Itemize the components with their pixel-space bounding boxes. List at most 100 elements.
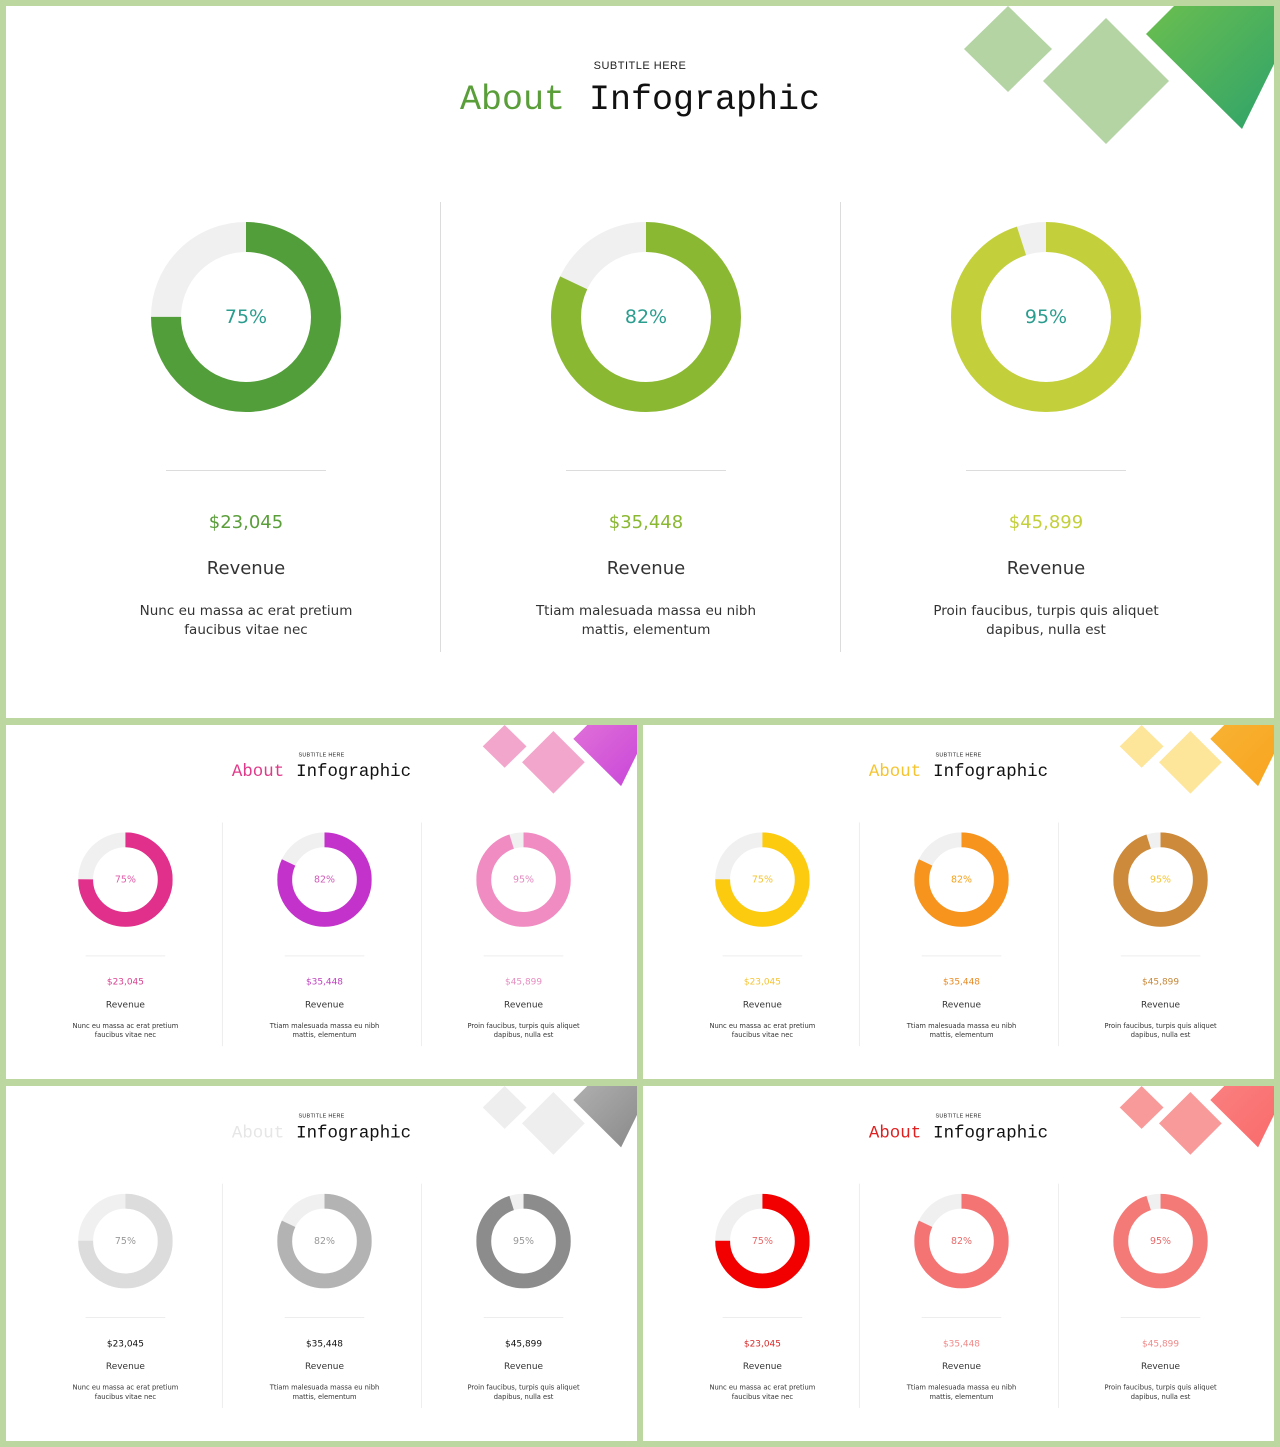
stat-description: Ttiam malesuada massa eu nibh mattis, el… [269,1021,380,1040]
stat-description: Ttiam malesuada massa eu nibh mattis, el… [269,1383,380,1402]
stat-column: 82% $35,448 Revenue Ttiam malesuada massa e… [225,1184,424,1413]
title-accent-word: About [868,761,922,782]
donut-percent-label: 75% [751,874,773,886]
title-word: Infographic [296,761,412,782]
title-accent-word: About [459,80,565,120]
stat-amount: $45,899 [505,1338,543,1349]
stat-column: 82% $35,448 Revenue Ttiam malesuada massa e… [446,202,846,662]
stat-description: Proin faucibus, turpis quis aliquet dapi… [467,1383,580,1402]
stat-column: 75% $23,045 Revenue Nunc eu massa ac erat p… [26,822,225,1051]
stat-label: Revenue [304,1361,344,1372]
slide-pink: SUBTITLE HERE About Infographic 75% $23,045 R… [6,725,637,1079]
stat-label: Revenue [1006,558,1086,579]
donut-chart [715,832,810,927]
slide-red: SUBTITLE HERE About Infographic 75% $23,045 R… [643,1086,1274,1441]
donut-chart [277,832,372,927]
stat-label: Revenue [606,558,686,579]
slide-title: About Infographic [6,762,637,782]
stat-description: Nunc eu massa ac erat pretium faucibus v… [709,1021,816,1040]
donut-arc [78,1193,173,1289]
stat-label: Revenue [1141,1361,1181,1372]
stat-column: 75% $23,045 Revenue Nunc eu massa ac erat p… [26,1184,225,1413]
donut-arc [951,222,1141,412]
slide-subtitle: SUBTITLE HERE [935,1112,982,1119]
slide-subtitle: SUBTITLE HERE [593,60,687,72]
stat-column: 95% $45,899 Revenue Proin faucibus, turpis … [424,1184,623,1413]
column-divider [440,202,441,652]
separator [166,470,326,471]
donut-chart [1113,1193,1208,1289]
stat-label: Revenue [941,1361,981,1372]
slide-subtitle: SUBTITLE HERE [298,751,345,758]
donut-chart [476,1193,571,1289]
stat-label: Revenue [206,558,286,579]
stat-amount: $23,045 [743,976,781,988]
diamond-medium [1043,18,1169,144]
stat-label: Revenue [941,999,981,1010]
stat-amount: $45,899 [1142,976,1180,988]
donut-arc [551,222,741,412]
donut-chart [1113,832,1208,927]
diamond-large [1146,6,1274,129]
donut-arc [151,222,341,412]
decorative-diamonds [1119,725,1274,794]
donut-chart [277,1193,372,1289]
slide-green: SUBTITLE HERE About Infographic 75% $23,045 R… [6,6,1274,718]
donut-chart [951,222,1141,412]
diamond-medium [522,730,585,794]
stat-description: Proin faucibus, turpis quis aliquet dapi… [467,1021,580,1040]
stat-description: Proin faucibus, turpis quis aliquet dapi… [1104,1383,1217,1402]
separator [566,470,726,471]
diamond-large [573,725,637,787]
stat-amount: $45,899 [505,976,543,988]
stat-column: 82% $35,448 Revenue Ttiam malesuada massa e… [862,1184,1061,1413]
stat-column: 82% $35,448 Revenue Ttiam malesuada massa e… [862,822,1061,1051]
stat-amount: $35,448 [942,976,981,988]
stat-description: Nunc eu massa ac erat pretium faucibus v… [72,1383,179,1402]
diamond-medium [1159,1091,1222,1155]
stat-column: 75% $23,045 Revenue Nunc eu massa ac erat p… [663,1184,862,1413]
stat-column: 75% $23,045 Revenue Nunc eu massa ac erat p… [663,822,862,1051]
diamond-large [1210,725,1274,787]
stat-column: 95% $45,899 Revenue Proin faucibus, turpis … [424,822,623,1051]
donut-percent-label: 82% [313,1235,335,1247]
donut-arc [1113,1193,1208,1289]
decorative-diamonds [482,725,637,794]
stat-amount: $35,448 [942,1338,981,1349]
stat-column: 95% $45,899 Revenue Proin faucibus, turpis … [846,202,1246,662]
donut-percent-label: 95% [1150,874,1172,886]
decorative-diamonds [482,1086,637,1155]
donut-chart [551,222,741,412]
stat-description: Proin faucibus, turpis quis aliquet dapi… [1104,1021,1217,1040]
donut-chart [151,222,341,412]
stat-amount: $45,899 [1142,1338,1180,1349]
stat-amount: $23,045 [106,1338,144,1349]
donut-percent-label: 82% [313,874,335,886]
donut-percent-label: 95% [1150,1235,1172,1247]
donut-percent-label: 82% [950,1235,972,1247]
diamond-small [1119,1086,1164,1129]
stat-description: Ttiam malesuada massa eu nibh mattis, el… [535,603,757,638]
separator [966,470,1126,471]
donut-percent-label: 82% [950,874,972,886]
diamond-large [1210,1086,1274,1148]
stat-label: Revenue [304,999,344,1010]
stat-description: Nunc eu massa ac erat pretium faucibus v… [709,1383,816,1402]
donut-chart [715,1193,810,1289]
title-word: Infographic [933,761,1049,782]
title-word: Infographic [933,1122,1049,1143]
donut-chart [914,1193,1009,1289]
donut-percent-label: 75% [114,1235,136,1247]
stat-description: Nunc eu massa ac erat pretium faucibus v… [72,1021,179,1040]
stat-amount: $23,045 [743,1338,781,1349]
stat-amount: $35,448 [305,1338,344,1349]
stat-label: Revenue [105,999,145,1010]
diamond-large [573,1086,637,1148]
title-accent-word: About [868,1122,922,1143]
stat-amount: $23,045 [208,512,284,533]
donut-arc [476,1193,571,1289]
diamond-small [964,6,1052,92]
donut-percent-label: 75% [751,1235,773,1247]
stat-column: 95% $45,899 Revenue Proin faucibus, turpis … [1061,1184,1260,1413]
stat-label: Revenue [742,1361,782,1372]
